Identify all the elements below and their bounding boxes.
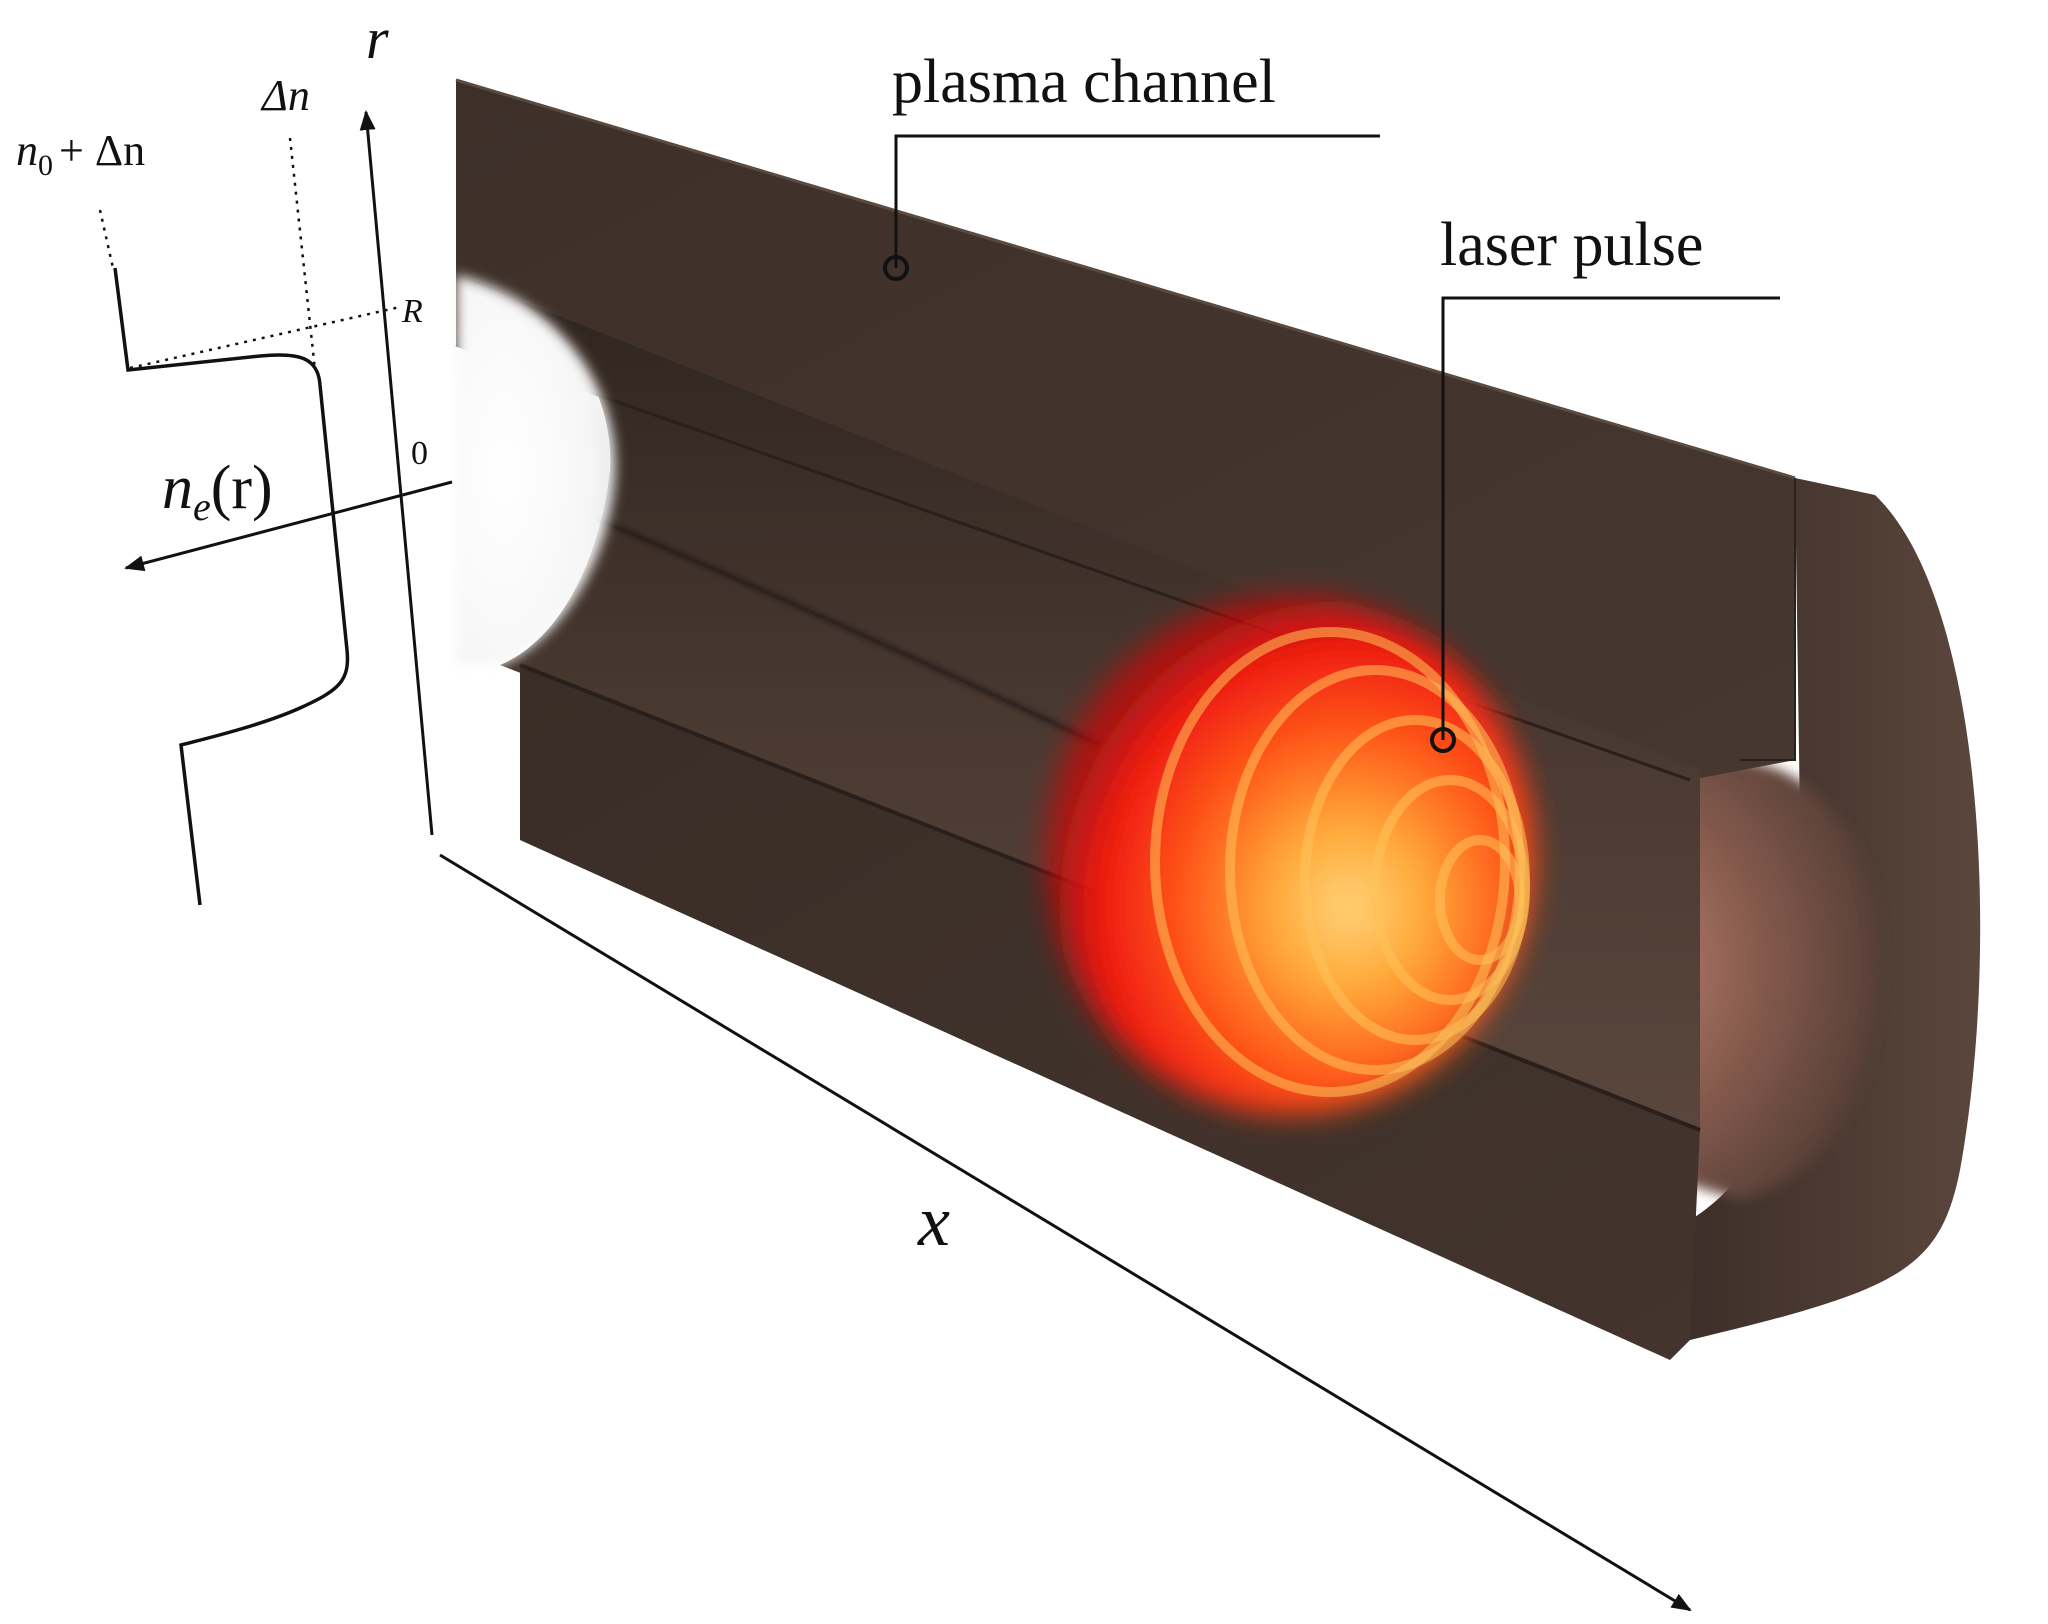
x-axis: [439, 853, 1692, 1612]
tick-R-label: R: [401, 293, 423, 330]
channel-top-slab: [456, 80, 1795, 780]
level-delta-label: Δn: [260, 71, 310, 120]
svg-text:ne(r): ne(r): [162, 454, 273, 529]
level-top-n: n: [16, 126, 38, 175]
channel-entrance-glow: [456, 275, 616, 665]
density-arg: (r): [211, 454, 273, 522]
plasma-channel-leader: [894, 134, 1380, 268]
r-axis-label: r: [366, 6, 389, 71]
tick-zero-label: 0: [411, 435, 428, 472]
laser-pulse-label: laser pulse: [1440, 211, 1703, 279]
density-label: ne(r): [162, 454, 273, 529]
density-fn: n: [162, 454, 193, 522]
density-curve: [113, 267, 350, 906]
density-sub: e: [193, 484, 211, 529]
laser-pulse-leader: [1441, 296, 1780, 740]
level-top-label: n0 + Δn: [16, 126, 145, 182]
end-edge: [1740, 478, 1796, 761]
plasma-channel-marker: [883, 255, 909, 281]
laser-pulse-marker: [1430, 727, 1456, 753]
density-profile: [98, 110, 1692, 1612]
x-axis-label: x: [917, 1181, 950, 1261]
level-top-rest: + Δn: [59, 126, 145, 175]
leaders: [883, 134, 1780, 753]
level-top-sub: 0: [38, 149, 53, 182]
laser-pulse: [1045, 595, 1535, 1115]
laser-pulse-rings: [1150, 627, 1530, 1097]
ne-axis: [124, 480, 453, 572]
top-edge: [455, 78, 1796, 480]
svg-text:n0+ Δn: n0 + Δn: [16, 126, 145, 182]
plasma-channel-label: plasma channel: [892, 48, 1276, 116]
r-axis: [359, 110, 434, 836]
guide-lines: [98, 137, 401, 371]
